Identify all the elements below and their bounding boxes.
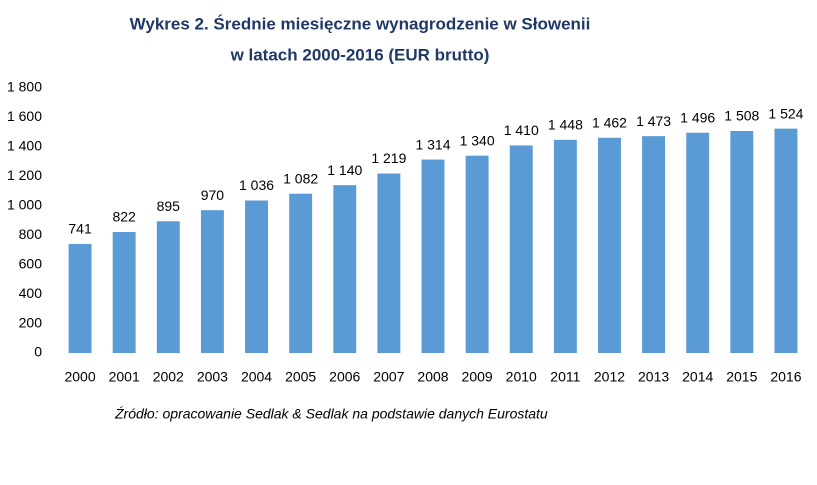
y-tick-label: 1 000: [7, 196, 42, 212]
y-tick-label: 1 800: [7, 79, 42, 95]
bar: [598, 137, 621, 353]
y-tick-label: 200: [19, 314, 43, 330]
y-tick-label: 0: [34, 344, 42, 360]
bar: [686, 132, 710, 353]
x-tick-label: 2011: [550, 369, 580, 385]
value-label: 1 410: [504, 122, 539, 138]
value-label: 970: [201, 187, 225, 203]
bar: [289, 193, 313, 353]
bar: [112, 231, 136, 353]
value-label: 895: [157, 198, 181, 214]
value-label: 1 524: [768, 105, 803, 121]
x-tick-label: 2005: [285, 369, 316, 385]
bar: [377, 173, 401, 353]
x-tick-label: 2012: [594, 369, 625, 385]
x-tick-label: 2008: [417, 369, 448, 385]
bar: [421, 159, 445, 353]
x-tick-label: 2004: [241, 369, 272, 385]
chart-title: Wykres 2. Średnie miesięczne wynagrodzen…: [130, 14, 591, 33]
value-label: 1 462: [592, 114, 627, 130]
x-tick-label: 2003: [197, 369, 228, 385]
y-tick-label: 1 200: [7, 167, 42, 183]
bar: [509, 145, 533, 353]
value-label: 1 140: [327, 162, 362, 178]
x-tick-label: 2013: [638, 369, 669, 385]
x-tick-label: 2002: [153, 369, 184, 385]
bar: [465, 155, 489, 353]
value-label: 1 340: [460, 132, 495, 148]
x-tick-label: 2007: [373, 369, 404, 385]
value-label: 1 508: [724, 108, 759, 124]
x-tick-label: 2010: [506, 369, 537, 385]
y-tick-label: 800: [19, 226, 43, 242]
value-label: 1 082: [283, 170, 318, 186]
bar: [642, 136, 666, 353]
x-tick-label: 2000: [64, 369, 95, 385]
bar: [245, 200, 268, 353]
value-label: 1 036: [239, 177, 274, 193]
x-tick-label: 2015: [726, 369, 757, 385]
x-tick-label: 2014: [682, 369, 713, 385]
bar: [68, 243, 92, 353]
x-tick-label: 2009: [462, 369, 493, 385]
bar: [774, 128, 798, 353]
value-label: 1 448: [548, 117, 583, 133]
value-label: 1 473: [636, 113, 671, 129]
x-tick-label: 2016: [770, 369, 801, 385]
x-tick-label: 2001: [109, 369, 140, 385]
value-label: 1 314: [415, 136, 450, 152]
y-tick-label: 1 400: [7, 138, 42, 154]
source-note: Źródło: opracowanie Sedlak & Sedlak na p…: [114, 406, 548, 422]
y-tick-label: 400: [19, 285, 43, 301]
bar: [156, 221, 180, 353]
bar: [200, 210, 224, 353]
y-tick-label: 600: [19, 255, 43, 271]
bar: [333, 185, 357, 353]
chart-title: w latach 2000-2016 (EUR brutto): [230, 45, 490, 64]
y-tick-label: 1 600: [7, 108, 42, 124]
value-label: 1 219: [371, 150, 406, 166]
bar: [730, 130, 754, 353]
x-tick-label: 2006: [329, 369, 360, 385]
value-label: 1 496: [680, 109, 715, 125]
value-label: 822: [112, 209, 136, 225]
bar: [553, 139, 577, 353]
value-label: 741: [68, 221, 92, 237]
